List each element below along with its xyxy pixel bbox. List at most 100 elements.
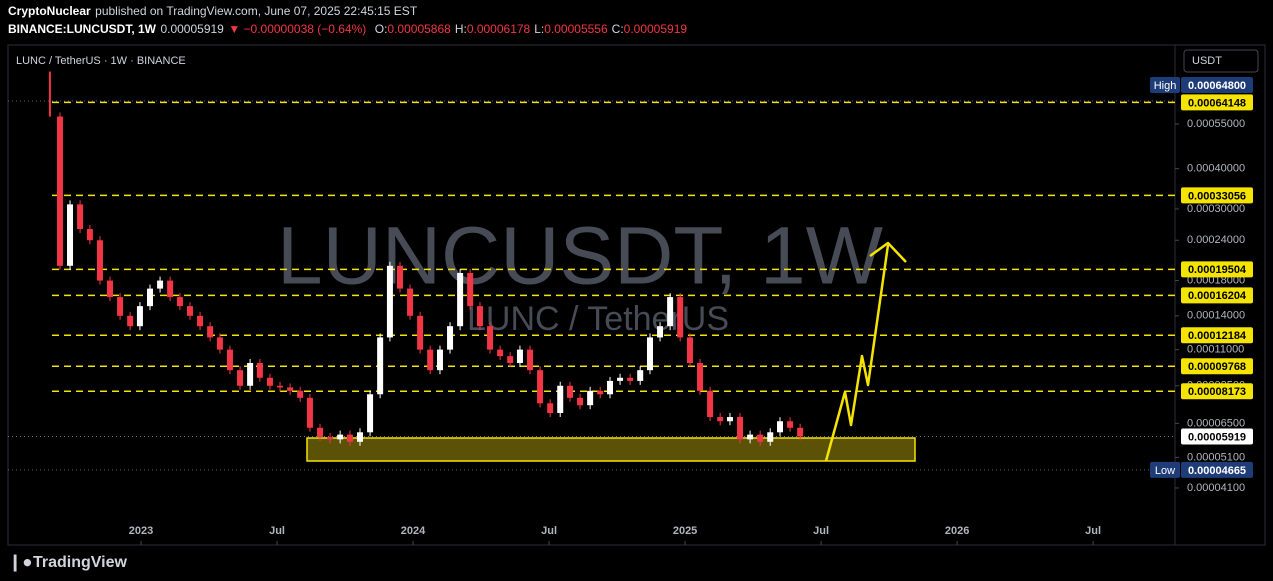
candle-body: [256, 362, 263, 378]
high-price-bg: [1181, 76, 1253, 93]
candle-body: [396, 265, 403, 289]
candle-body: [167, 280, 174, 298]
candle-body: [667, 297, 674, 327]
candle-body: [737, 417, 744, 440]
candle-body: [757, 434, 764, 442]
candle-body: [627, 377, 634, 381]
level-label-bg: [1181, 187, 1253, 204]
low-price-bg: [1181, 461, 1253, 478]
level-label-bg: [1181, 358, 1253, 375]
candle-body: [597, 390, 604, 395]
support-zone: [306, 437, 916, 462]
candle-body: [777, 421, 784, 433]
footer-brand: TradingView: [33, 554, 128, 571]
candle-body: [717, 417, 724, 422]
ohlc-value: 0.00005556: [544, 22, 608, 36]
symbol: BINANCE:LUNCUSDT, 1W: [8, 22, 157, 36]
candle-body: [587, 390, 594, 406]
candle-body: [557, 385, 564, 413]
candle-body: [327, 436, 334, 440]
candle-body: [537, 370, 544, 404]
candle-body: [407, 288, 414, 316]
candle-body: [377, 337, 384, 395]
candle-body: [457, 272, 464, 327]
candle-body: [197, 315, 204, 327]
y-tick-label: 0.00006500: [1187, 417, 1245, 429]
candle-body: [677, 297, 684, 338]
candle-body: [767, 432, 774, 442]
candle-body: [516, 349, 523, 363]
x-tick-label: Jul: [541, 525, 557, 537]
candle-body: [56, 116, 63, 266]
change: ▼ −0.00000038 (−0.64%): [228, 22, 366, 36]
candle-body: [787, 421, 794, 428]
header-line: CryptoNuclear published on TradingView.c…: [8, 3, 418, 20]
y-tick-label: 0.00030000: [1187, 203, 1245, 215]
candle-body: [247, 362, 254, 386]
currency: USDT: [1192, 55, 1222, 67]
candle-body: [207, 326, 214, 338]
level-label-bg: [1181, 94, 1253, 111]
candle-body: [346, 434, 353, 442]
candle-body: [136, 306, 143, 327]
currency-button[interactable]: [1183, 49, 1259, 73]
candle-body: [176, 297, 183, 307]
candle-body: [266, 377, 273, 386]
level-label: 0.00033056: [1188, 190, 1246, 202]
candle-body: [287, 387, 294, 391]
candle-body: [306, 397, 313, 428]
level-label-bg: [1181, 383, 1253, 400]
ohlc-key: C:: [612, 22, 624, 36]
candle-body: [337, 434, 344, 440]
candle-body: [657, 326, 664, 338]
y-tick-label: 0.00004100: [1187, 482, 1245, 494]
x-tick-label: Jul: [813, 525, 829, 537]
candle-body: [547, 403, 554, 413]
author: CryptoNuclear: [8, 4, 91, 18]
arrow-head: [869, 241, 907, 263]
y-tick-label: 0.00014000: [1187, 310, 1245, 322]
candle-body: [297, 390, 304, 398]
y-tick-label: 0.00018000: [1187, 274, 1245, 286]
level-label: 0.00009768: [1188, 361, 1246, 373]
candle-body: [726, 417, 733, 422]
candle-body: [67, 204, 74, 266]
candle-body: [146, 288, 153, 307]
candle-body: [77, 204, 84, 230]
candle-body: [96, 240, 103, 281]
level-label: 0.00008173: [1188, 386, 1246, 398]
candle-body: [86, 229, 93, 241]
y-tick-label: 0.00005100: [1187, 451, 1245, 463]
candle-body: [467, 272, 474, 307]
candle-body: [216, 337, 223, 350]
candle-body: [157, 280, 164, 289]
level-label-bg: [1181, 287, 1253, 304]
level-label: 0.00064148: [1188, 97, 1246, 109]
high-tag-bg: [1150, 76, 1180, 93]
y-tick-label: 0.00040000: [1187, 163, 1245, 175]
x-tick-label: 2024: [401, 525, 426, 537]
x-tick-label: Jul: [1085, 525, 1101, 537]
price-scale: 0.00055000 0.00040000 0.00030000 0.00024000…: [129, 76, 1253, 545]
ohlc-value: 0.00005919: [624, 22, 688, 36]
candle-body: [107, 280, 114, 298]
candle-body: [686, 337, 693, 363]
last-price: 0.00005919: [160, 22, 224, 36]
candle-body: [507, 356, 514, 363]
level-label-bg: [1181, 327, 1253, 344]
footer-logo: ❙●: [8, 552, 33, 572]
level-label: 0.00012184: [1188, 330, 1247, 342]
x-tick-label: Jul: [269, 525, 285, 537]
candle-body: [637, 370, 644, 381]
candle-body: [226, 349, 233, 371]
candle-body: [617, 377, 624, 381]
candle-body: [237, 370, 244, 386]
y-tick-label: 0.00055000: [1187, 118, 1245, 130]
candle-body: [386, 265, 393, 338]
chart-frame: [7, 44, 1266, 546]
candle-body: [646, 337, 653, 371]
candle-body: [567, 385, 574, 398]
candle-body: [487, 326, 494, 350]
